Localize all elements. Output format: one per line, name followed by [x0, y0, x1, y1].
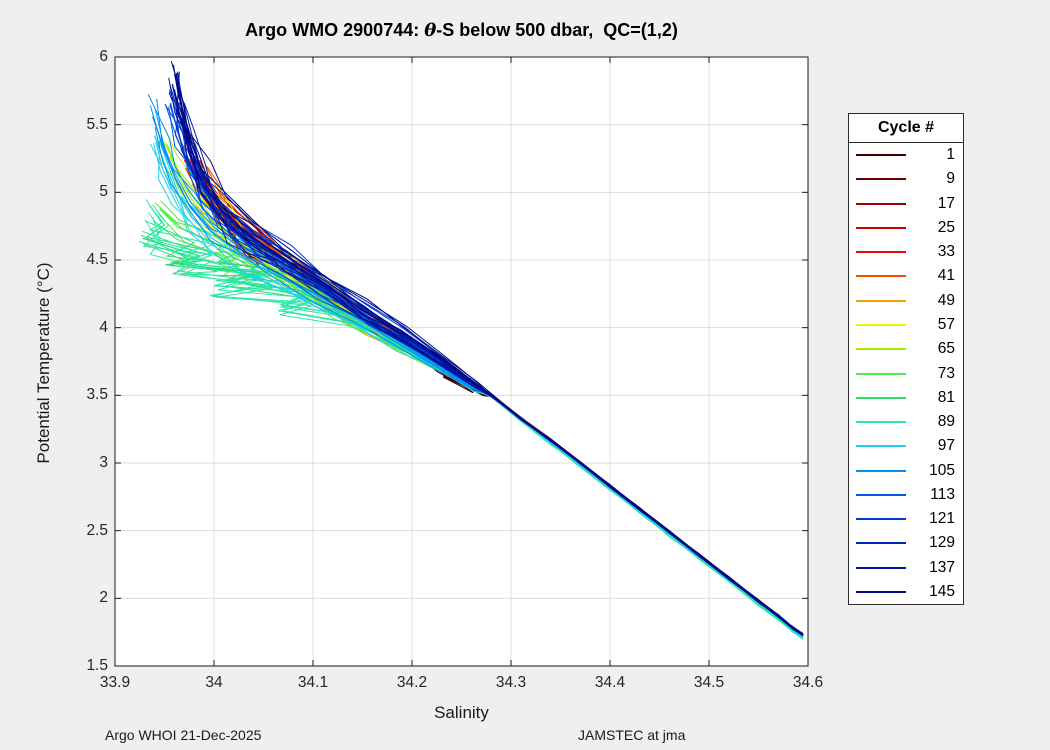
legend-entry-cycle-41: 41: [849, 264, 963, 288]
legend-entry-cycle-33: 33: [849, 240, 963, 264]
x-axis-label: Salinity: [434, 703, 489, 722]
axes-box: [114, 56, 809, 667]
x-tick-label: 34: [205, 674, 223, 691]
legend-line-sample: [856, 396, 906, 399]
legend-entry-cycle-137: 137: [849, 556, 963, 580]
legend-entry-cycle-25: 25: [849, 216, 963, 240]
legend-label: 1: [946, 146, 955, 164]
profile-line-cycle-145: [172, 85, 804, 635]
y-tick-label: 2.5: [86, 521, 108, 539]
legend-entry-cycle-1: 1: [849, 143, 963, 167]
legend-label: 41: [937, 267, 955, 285]
chart-title-suffix: -S below 500 dbar, QC=(1,2): [436, 20, 678, 40]
legend-entry-cycle-145: 145: [849, 580, 963, 604]
legend-entry-cycle-57: 57: [849, 313, 963, 337]
legend-label: 65: [937, 340, 955, 358]
legend-entry-cycle-121: 121: [849, 507, 963, 531]
legend-line-sample: [856, 348, 906, 351]
profile-line-cycle-145: [173, 64, 804, 635]
legend-entries: 1 9 17 25 33 41 49 57 65 73 81 89 97 105 113 121 129 137 1…: [849, 143, 963, 604]
legend-entry-cycle-65: 65: [849, 337, 963, 361]
legend-entry-cycle-9: 9: [849, 167, 963, 191]
legend-label: 137: [929, 558, 955, 576]
profiles-group: [139, 61, 804, 640]
legend-entry-cycle-73: 73: [849, 361, 963, 385]
legend-entry-cycle-81: 81: [849, 386, 963, 410]
legend-label: 89: [937, 413, 955, 431]
legend-entry-cycle-113: 113: [849, 483, 963, 507]
legend-entry-cycle-105: 105: [849, 458, 963, 482]
legend-label: 33: [937, 243, 955, 261]
legend-line-sample: [856, 566, 906, 569]
y-tick-label: 5.5: [86, 115, 108, 133]
legend-label: 9: [946, 170, 955, 188]
legend-line-sample: [856, 323, 906, 326]
x-tick-label: 33.9: [99, 674, 131, 691]
y-tick-label: 3: [99, 454, 108, 471]
annotation-source-left: Argo WHOI 21-Dec-2025: [105, 727, 262, 743]
x-tick-label: 34.1: [297, 674, 329, 691]
legend-entry-cycle-97: 97: [849, 434, 963, 458]
legend-line-sample: [856, 178, 906, 181]
y-tick-label: 4: [99, 318, 108, 336]
legend-label: 49: [937, 291, 955, 309]
x-tick-label: 34.5: [693, 674, 725, 691]
legend-label: 97: [937, 437, 955, 455]
legend-line-sample: [856, 251, 906, 254]
legend-label: 25: [937, 218, 955, 236]
legend-label: 129: [929, 534, 955, 552]
legend-line-sample: [856, 372, 906, 375]
legend-line-sample: [856, 542, 906, 545]
legend-line-sample: [856, 202, 906, 205]
legend-label: 73: [937, 364, 955, 382]
annotation-source-right: JAMSTEC at jma: [578, 727, 686, 743]
y-tick-label: 5: [99, 183, 108, 201]
y-tick-label: 1.5: [86, 657, 108, 674]
legend-line-sample: [856, 154, 906, 157]
legend-entry-cycle-129: 129: [849, 531, 963, 555]
legend-label: 17: [937, 194, 955, 212]
theta-symbol: θ: [424, 20, 437, 41]
legend-line-sample: [856, 493, 906, 496]
legend-label: 81: [937, 388, 955, 406]
legend-line-sample: [856, 518, 906, 521]
legend-entry-cycle-17: 17: [849, 192, 963, 216]
legend: Cycle # 1 9 17 25 33 41 49 57 65 73 81 89 97 105 113 12…: [848, 113, 964, 605]
y-tick-label: 3.5: [86, 386, 108, 404]
plot-background: [115, 57, 808, 666]
legend-title: Cycle #: [849, 114, 963, 143]
legend-line-sample: [856, 275, 906, 278]
x-tick-label: 34.3: [495, 674, 527, 691]
legend-entry-cycle-89: 89: [849, 410, 963, 434]
y-tick-label: 6: [99, 48, 108, 65]
y-tick-label: 2: [99, 589, 108, 607]
x-tick-label: 34.6: [792, 674, 824, 691]
legend-line-sample: [856, 590, 906, 593]
legend-label: 121: [929, 510, 955, 528]
legend-label: 105: [929, 461, 955, 479]
legend-line-sample: [856, 299, 906, 302]
legend-label: 57: [937, 315, 955, 333]
legend-label: 113: [930, 485, 955, 503]
chart-title: Argo WMO 2900744: θ-S below 500 dbar, QC…: [115, 20, 808, 41]
legend-entry-cycle-49: 49: [849, 289, 963, 313]
legend-line-sample: [856, 445, 906, 448]
y-tick-label: 4.5: [86, 251, 108, 268]
x-tick-label: 34.4: [594, 674, 626, 691]
chart-title-prefix: Argo WMO 2900744:: [245, 20, 425, 40]
legend-line-sample: [856, 469, 906, 472]
x-tick-label: 34.2: [396, 674, 428, 691]
legend-line-sample: [856, 226, 906, 229]
legend-label: 145: [929, 582, 955, 600]
legend-line-sample: [856, 421, 906, 424]
y-axis-label: Potential Temperature (°C): [34, 262, 53, 464]
